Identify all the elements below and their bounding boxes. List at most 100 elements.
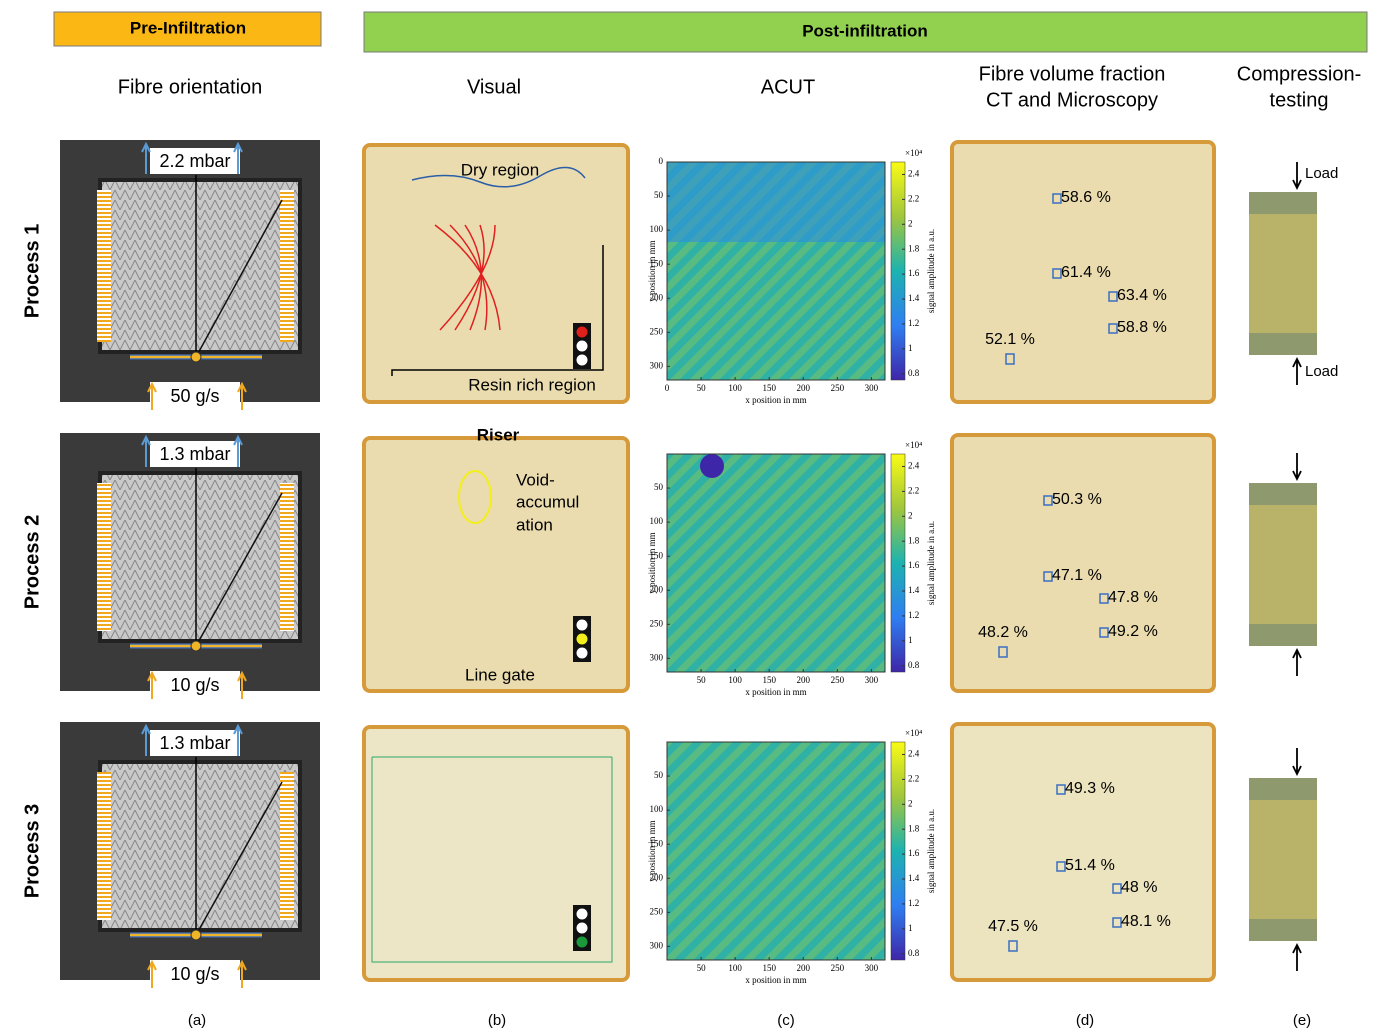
gate-point xyxy=(191,352,201,362)
light xyxy=(577,909,588,920)
caption: (a) xyxy=(188,1012,206,1029)
colorbar-tick-label: 2.2 xyxy=(908,773,919,783)
colorbar-tick-label: 2.4 xyxy=(908,749,920,759)
gate-point xyxy=(191,930,201,940)
plate-photo xyxy=(952,724,1214,980)
column-title: Fibre volume fraction xyxy=(979,63,1166,85)
colorbar-tick-label: 2 xyxy=(908,510,913,520)
visual-note: Line gate xyxy=(465,665,535,684)
y-axis-label: y position in mm xyxy=(647,240,657,301)
light xyxy=(577,937,588,948)
load-label: Load xyxy=(1305,363,1338,380)
colorbar-tick-label: 2.4 xyxy=(908,461,920,471)
x-tick-label: 150 xyxy=(762,963,776,973)
x-tick-label: 250 xyxy=(831,383,845,393)
y-tick-label: 0 xyxy=(659,156,664,166)
specimen-tab xyxy=(1249,192,1317,214)
load-arrow xyxy=(1293,945,1301,971)
fvf-label: 51.4 % xyxy=(1065,857,1115,874)
load-arrow xyxy=(1293,650,1301,676)
fvf-label: 49.3 % xyxy=(1065,780,1115,797)
light xyxy=(577,341,588,352)
flow-channel xyxy=(97,483,111,631)
load-arrow xyxy=(1293,453,1301,479)
fvf-label: 48.1 % xyxy=(1121,913,1171,930)
figure: Pre-Infiltration Post-infiltration Fibre… xyxy=(0,0,1386,1032)
y-axis-label: y position in mm xyxy=(647,532,657,593)
acut-plot: 5010015020025030050100150200250300x posi… xyxy=(647,728,936,985)
colorbar-tick-label: 1 xyxy=(908,635,913,645)
flow-label: 50 g/s xyxy=(170,386,219,406)
visual-note: Dry region xyxy=(461,160,539,179)
specimen-photo xyxy=(1249,483,1317,646)
plate-photo xyxy=(952,435,1214,691)
x-tick-label: 50 xyxy=(697,675,707,685)
column-title: Compression- xyxy=(1237,63,1361,85)
x-tick-label: 150 xyxy=(762,383,776,393)
flow-channel xyxy=(280,772,294,920)
x-tick-label: 300 xyxy=(865,383,879,393)
x-tick-label: 50 xyxy=(697,963,707,973)
x-axis-label: x position in mm xyxy=(745,395,806,405)
colorbar-tick-label: 1.8 xyxy=(908,535,920,545)
colorbar-tick-label: 1.2 xyxy=(908,318,919,328)
colorbar xyxy=(891,454,905,672)
y-tick-label: 300 xyxy=(650,360,664,370)
load-arrow xyxy=(1293,748,1301,774)
caption: (e) xyxy=(1293,1012,1311,1029)
colorbar-tick-label: 1.8 xyxy=(908,823,920,833)
x-tick-label: 150 xyxy=(762,675,776,685)
flow-channel xyxy=(280,483,294,631)
heatmap-region xyxy=(667,162,885,242)
colorbar-tick-label: 1.6 xyxy=(908,848,920,858)
colorbar-tick-label: 2.2 xyxy=(908,485,919,495)
colorbar xyxy=(891,162,905,380)
visual-note: Riser xyxy=(477,425,520,444)
x-tick-label: 0 xyxy=(665,383,670,393)
colorbar-tick-label: 2 xyxy=(908,218,913,228)
caption: (d) xyxy=(1076,1012,1094,1029)
column-title: ACUT xyxy=(761,76,815,98)
load-arrow xyxy=(1293,162,1301,188)
load-arrow xyxy=(1293,359,1301,385)
flow-label: 10 g/s xyxy=(170,964,219,984)
colorbar-tick-label: 1.6 xyxy=(908,560,920,570)
acut-plot: 050100150200250300050100150200250300x po… xyxy=(647,148,936,405)
fabric xyxy=(100,762,300,930)
fvf-label: 61.4 % xyxy=(1061,264,1111,281)
colorbar-tick-label: 0.8 xyxy=(908,368,920,378)
light xyxy=(577,648,588,659)
light xyxy=(577,327,588,338)
fvf-label: 50.3 % xyxy=(1052,491,1102,508)
specimen-tab xyxy=(1249,624,1317,646)
fvf-label: 58.6 % xyxy=(1061,189,1111,206)
x-tick-label: 100 xyxy=(728,383,742,393)
x-tick-label: 250 xyxy=(831,963,845,973)
colorbar-label: signal amplitude in a.u. xyxy=(926,809,936,893)
colorbar-label: signal amplitude in a.u. xyxy=(926,521,936,605)
specimen-photo xyxy=(1249,778,1317,941)
fabric xyxy=(100,180,300,352)
colorbar-tick-label: 1.4 xyxy=(908,873,920,883)
colorbar-exponent: ×10⁴ xyxy=(905,440,922,450)
x-axis-label: x position in mm xyxy=(745,975,806,985)
specimen-tab xyxy=(1249,483,1317,505)
y-tick-label: 300 xyxy=(650,940,664,950)
post-title: Post-infiltration xyxy=(802,21,928,40)
pressure-label: 1.3 mbar xyxy=(159,444,230,464)
colorbar-tick-label: 1.4 xyxy=(908,293,920,303)
x-tick-label: 50 xyxy=(697,383,707,393)
specimen-tab xyxy=(1249,778,1317,800)
specimen-tab xyxy=(1249,919,1317,941)
fvf-label: 58.8 % xyxy=(1117,319,1167,336)
specimen-tab xyxy=(1249,333,1317,355)
acut-plot: 5010015020025030050100150200250300x posi… xyxy=(647,440,936,697)
colorbar-label: signal amplitude in a.u. xyxy=(926,229,936,313)
column-title: Visual xyxy=(467,76,521,98)
fvf-label: 47.5 % xyxy=(988,918,1038,935)
colorbar-tick-label: 2 xyxy=(908,798,913,808)
y-axis-label: y position in mm xyxy=(647,820,657,881)
y-tick-label: 250 xyxy=(650,906,664,916)
light xyxy=(577,355,588,366)
flow-channel xyxy=(280,190,294,342)
